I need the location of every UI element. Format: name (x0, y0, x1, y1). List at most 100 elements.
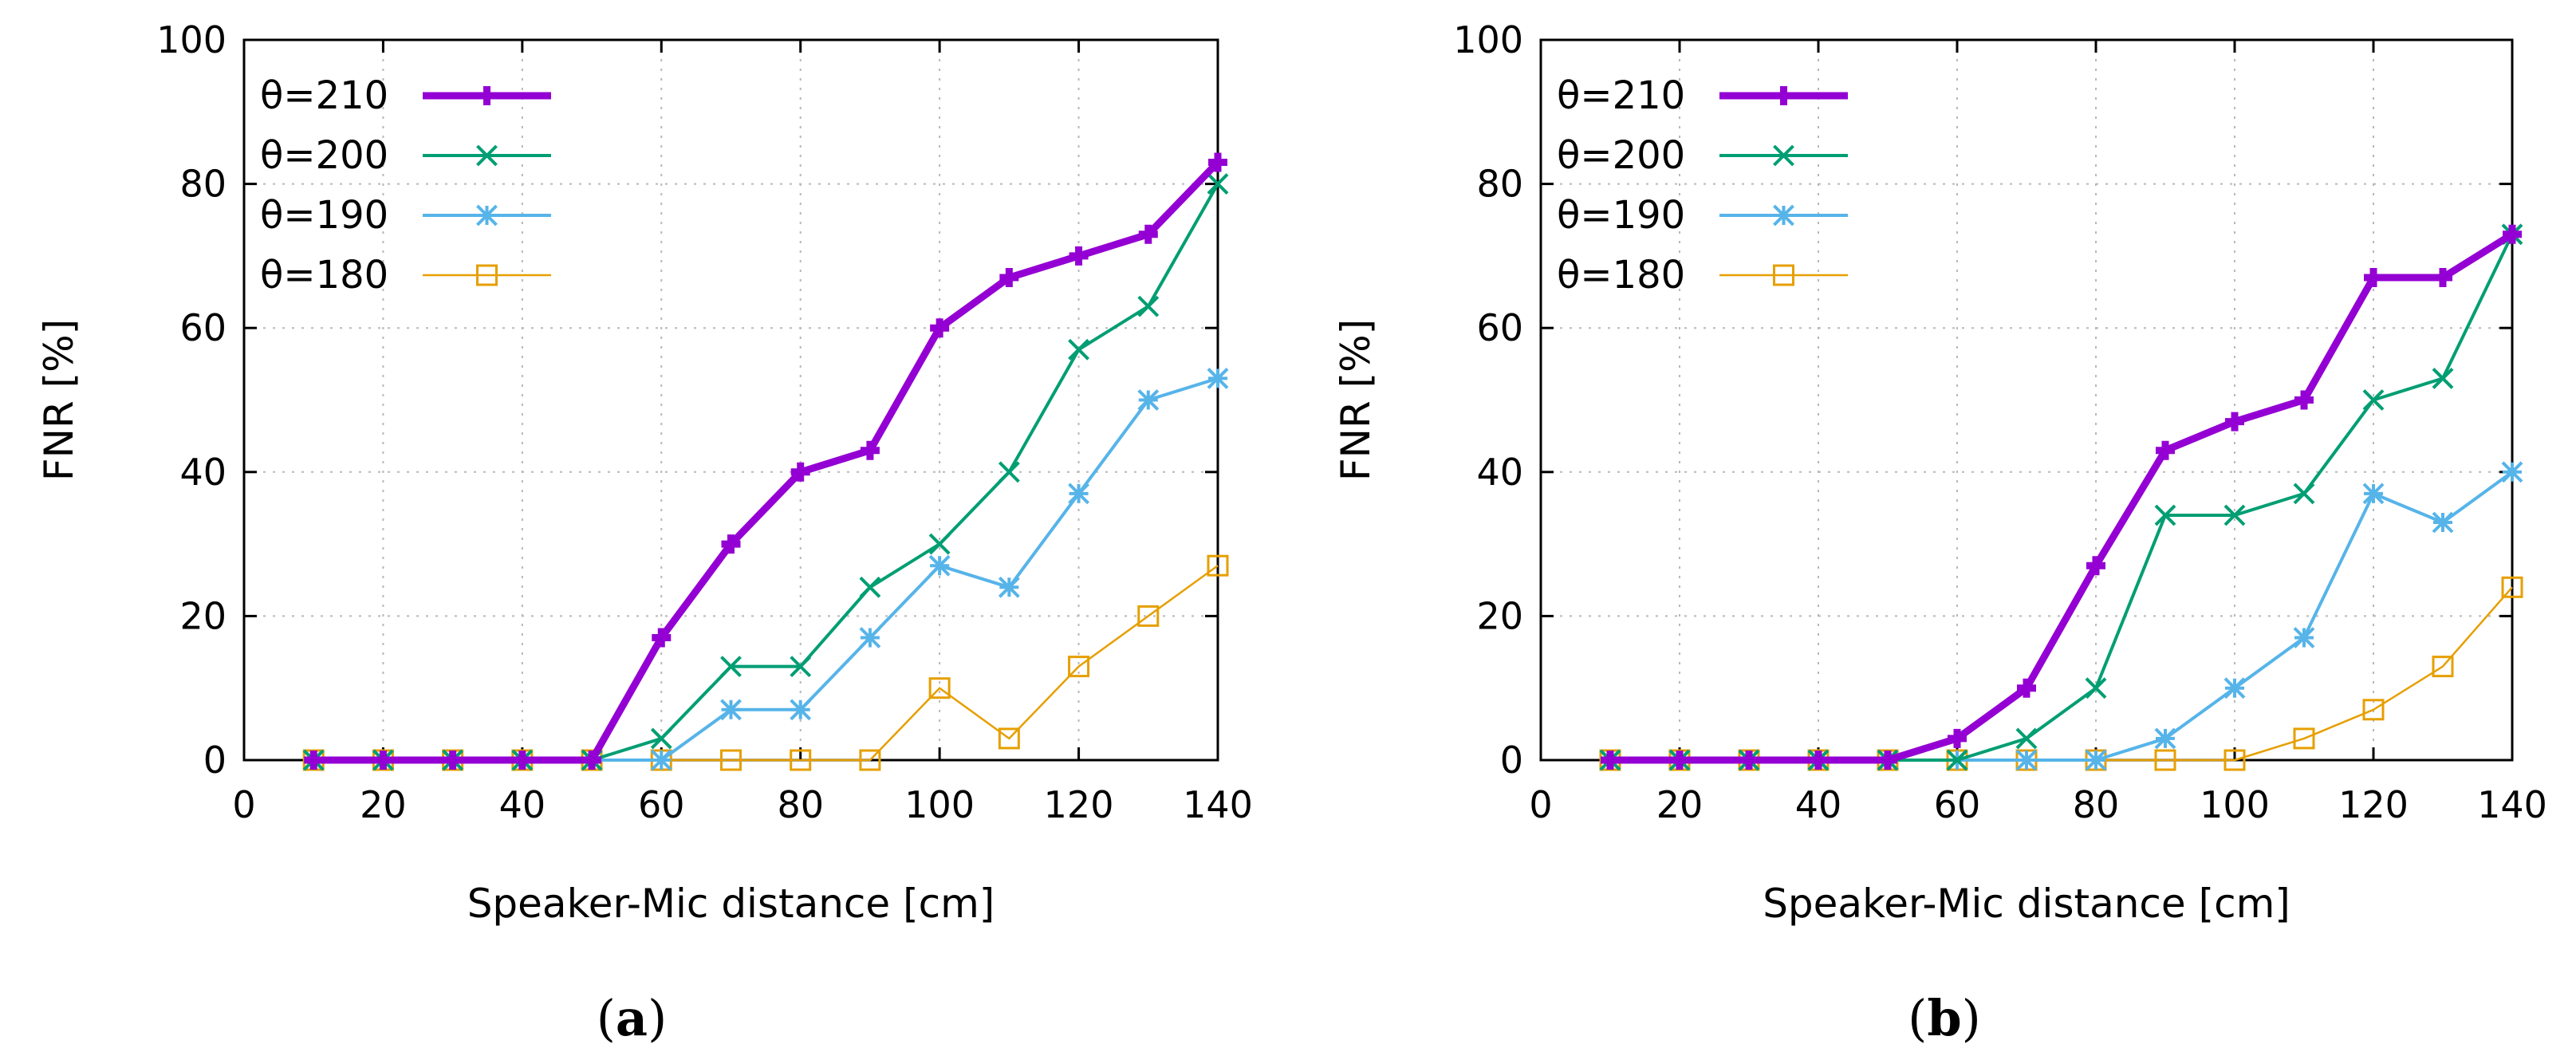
x-tick-label: 120 (2338, 783, 2409, 826)
x-tick-label: 20 (1656, 783, 1704, 826)
x-tick-label: 100 (2200, 783, 2270, 826)
x-tick-label: 100 (904, 783, 975, 826)
data-point (2156, 440, 2175, 460)
data-point (859, 627, 881, 648)
x-tick-label: 80 (777, 783, 824, 826)
data-point (1137, 389, 1160, 411)
chart-panel-a: 0 20 40 60 80 100 0 20 40 60 80 100 120 140 Speaker-Mi… (36, 18, 1253, 1047)
data-point (2015, 727, 2038, 750)
legend-marker (1773, 144, 1794, 167)
data-point (928, 677, 951, 699)
x-axis-label: Speaker-Mic distance [cm] (467, 881, 995, 927)
legend-label: θ=180 (1557, 253, 1685, 298)
legend-label: θ=180 (260, 253, 388, 298)
legend-label: θ=210 (1557, 73, 1685, 118)
x-tick-label: 40 (1795, 783, 1842, 826)
data-point (998, 727, 1020, 750)
data-point (790, 656, 812, 678)
data-point (930, 318, 950, 338)
data-point (859, 576, 881, 598)
data-point (1946, 749, 1968, 771)
data-point (2362, 483, 2385, 505)
x-axis-label: Speaker-Mic distance [cm] (1763, 881, 2290, 927)
data-point (2225, 412, 2244, 431)
data-point (2085, 677, 2107, 699)
data-point (2362, 389, 2385, 411)
x-tick-label: 40 (499, 783, 546, 826)
series-line (313, 160, 1221, 764)
data-point (2503, 224, 2522, 244)
series-square (1599, 576, 2523, 771)
data-point (2223, 749, 2246, 771)
data-point (1948, 728, 1967, 748)
y-tick-label: 20 (179, 594, 226, 637)
legend-label: θ=200 (1557, 133, 1685, 178)
series-line (1610, 471, 2514, 762)
data-point (721, 534, 741, 554)
y-tick-label: 40 (1476, 451, 1523, 494)
x-tick-label: 120 (1044, 783, 1114, 826)
data-point (650, 749, 672, 771)
y-tick-label: 80 (1476, 163, 1523, 206)
data-point (1138, 224, 1158, 244)
data-point (790, 462, 810, 482)
data-point (928, 554, 951, 577)
data-point (650, 727, 672, 750)
data-point (2432, 367, 2454, 389)
data-point (2223, 504, 2246, 526)
data-point (2086, 556, 2105, 576)
x-tick-label: 140 (1183, 783, 1253, 826)
data-point (512, 751, 532, 770)
y-tick-label: 100 (156, 18, 226, 61)
data-point (2433, 267, 2452, 287)
data-point (1068, 656, 1090, 678)
data-point (720, 749, 742, 771)
panel-caption: (a) (597, 989, 668, 1047)
data-point (860, 440, 880, 460)
data-point (720, 656, 742, 678)
data-point (1137, 295, 1160, 317)
data-point (1207, 554, 1229, 577)
legend-marker (1774, 86, 1794, 105)
data-point (1068, 483, 1089, 505)
data-point (1878, 751, 1897, 770)
panel-caption: (b) (1908, 989, 1981, 1047)
legend-marker (476, 204, 498, 227)
data-point (2432, 511, 2454, 534)
y-axis-label: FNR [%] (36, 319, 82, 481)
data-point (2085, 749, 2107, 771)
series-cross (302, 173, 1229, 771)
data-point (1069, 246, 1089, 266)
data-point (1207, 367, 1229, 389)
legend-marker (1773, 204, 1794, 227)
data-point (2154, 504, 2176, 526)
legend-label: θ=190 (260, 193, 388, 238)
data-point (2293, 483, 2315, 505)
data-point (1207, 173, 1229, 195)
data-point (2501, 576, 2523, 598)
data-point (2223, 677, 2246, 699)
data-point (2294, 390, 2314, 410)
x-tick-label: 60 (1934, 783, 1981, 826)
data-point (998, 461, 1020, 483)
x-tick-label: 20 (360, 783, 407, 826)
x-tick-label: 80 (2073, 783, 2120, 826)
series-plus (304, 152, 1227, 770)
series-line (313, 183, 1219, 762)
data-point (1068, 338, 1089, 361)
y-tick-label: 0 (203, 739, 226, 782)
series-line (313, 565, 1219, 762)
legend-label: θ=200 (260, 133, 388, 178)
data-point (1137, 605, 1160, 627)
chart-panel-b: 0 20 40 60 80 100 0 20 40 60 80 100 120 140 Speaker-Mi… (1333, 18, 2547, 1047)
data-point (2015, 749, 2038, 771)
series-line (1610, 586, 2513, 762)
legend: θ=210 θ=200 θ=190 θ=180 (260, 73, 551, 298)
series-star (302, 367, 1229, 771)
x-tick-label: 140 (2477, 783, 2547, 826)
data-point (373, 751, 393, 770)
x-tick-label: 0 (1529, 783, 1552, 826)
data-point (2293, 727, 2315, 750)
series-square (302, 554, 1229, 771)
data-point (1809, 751, 1828, 770)
